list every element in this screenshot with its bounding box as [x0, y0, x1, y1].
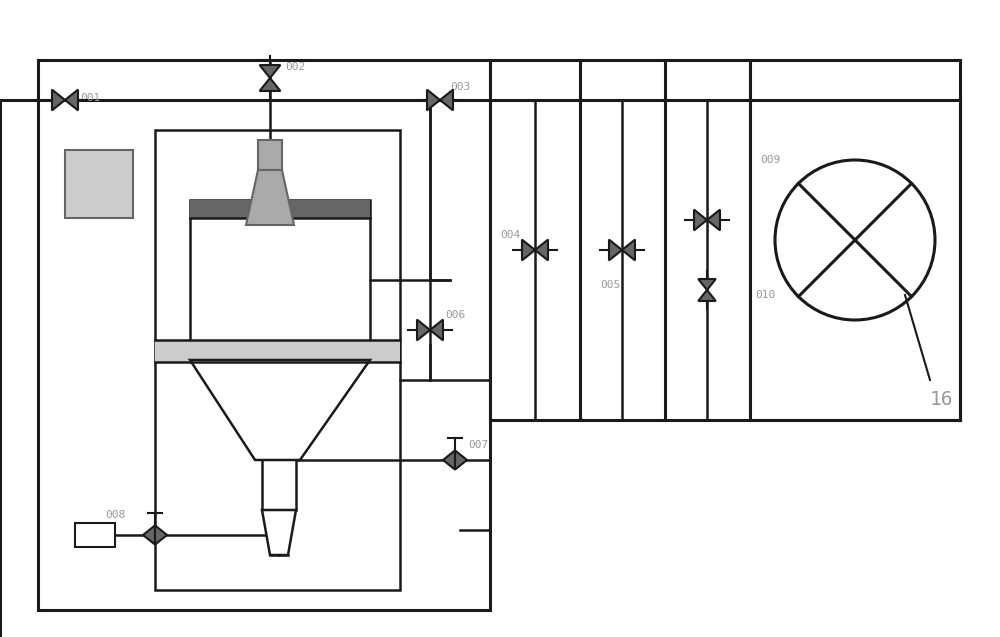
Bar — [155, 130, 400, 590]
Circle shape — [775, 160, 935, 320]
Text: 009: 009 — [760, 155, 780, 165]
Polygon shape — [440, 90, 453, 110]
Polygon shape — [260, 65, 280, 78]
Bar — [65, 150, 133, 218]
Text: 006: 006 — [445, 310, 465, 320]
Text: 005: 005 — [600, 280, 620, 290]
Polygon shape — [455, 450, 467, 469]
Polygon shape — [535, 240, 548, 261]
Text: 010: 010 — [755, 290, 775, 300]
Polygon shape — [707, 210, 720, 231]
Polygon shape — [417, 320, 430, 340]
Polygon shape — [246, 170, 294, 225]
Text: 002: 002 — [285, 62, 305, 72]
Bar — [75, 523, 115, 547]
Bar — [190, 200, 370, 360]
Bar — [190, 200, 370, 218]
Bar — [490, 60, 750, 420]
Polygon shape — [609, 240, 622, 261]
Bar — [38, 60, 490, 610]
Text: 003: 003 — [450, 82, 470, 92]
Bar — [258, 140, 282, 170]
Polygon shape — [698, 279, 716, 290]
Text: 001: 001 — [80, 93, 100, 103]
Text: 16: 16 — [930, 390, 954, 409]
Bar — [155, 340, 400, 362]
Polygon shape — [522, 240, 535, 261]
Text: 008: 008 — [105, 510, 125, 520]
Polygon shape — [190, 360, 370, 460]
Polygon shape — [65, 90, 78, 110]
Polygon shape — [260, 78, 280, 91]
Polygon shape — [143, 526, 155, 545]
Polygon shape — [155, 526, 167, 545]
Polygon shape — [698, 290, 716, 301]
Polygon shape — [694, 210, 707, 231]
Polygon shape — [52, 90, 65, 110]
Polygon shape — [443, 450, 455, 469]
Text: 007: 007 — [468, 440, 488, 450]
Text: 004: 004 — [500, 230, 520, 240]
Polygon shape — [427, 90, 440, 110]
Polygon shape — [262, 510, 296, 555]
Polygon shape — [622, 240, 635, 261]
Bar — [750, 60, 960, 420]
Polygon shape — [430, 320, 443, 340]
